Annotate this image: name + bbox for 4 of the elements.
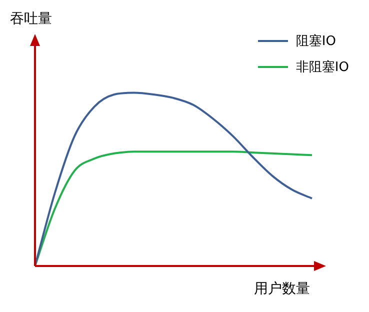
x-axis-title: 用户数量 xyxy=(254,280,310,298)
y-axis-title: 吞吐量 xyxy=(10,10,52,28)
legend-label: 阻塞IO xyxy=(296,33,336,50)
legend-label: 非阻塞IO xyxy=(296,59,349,76)
